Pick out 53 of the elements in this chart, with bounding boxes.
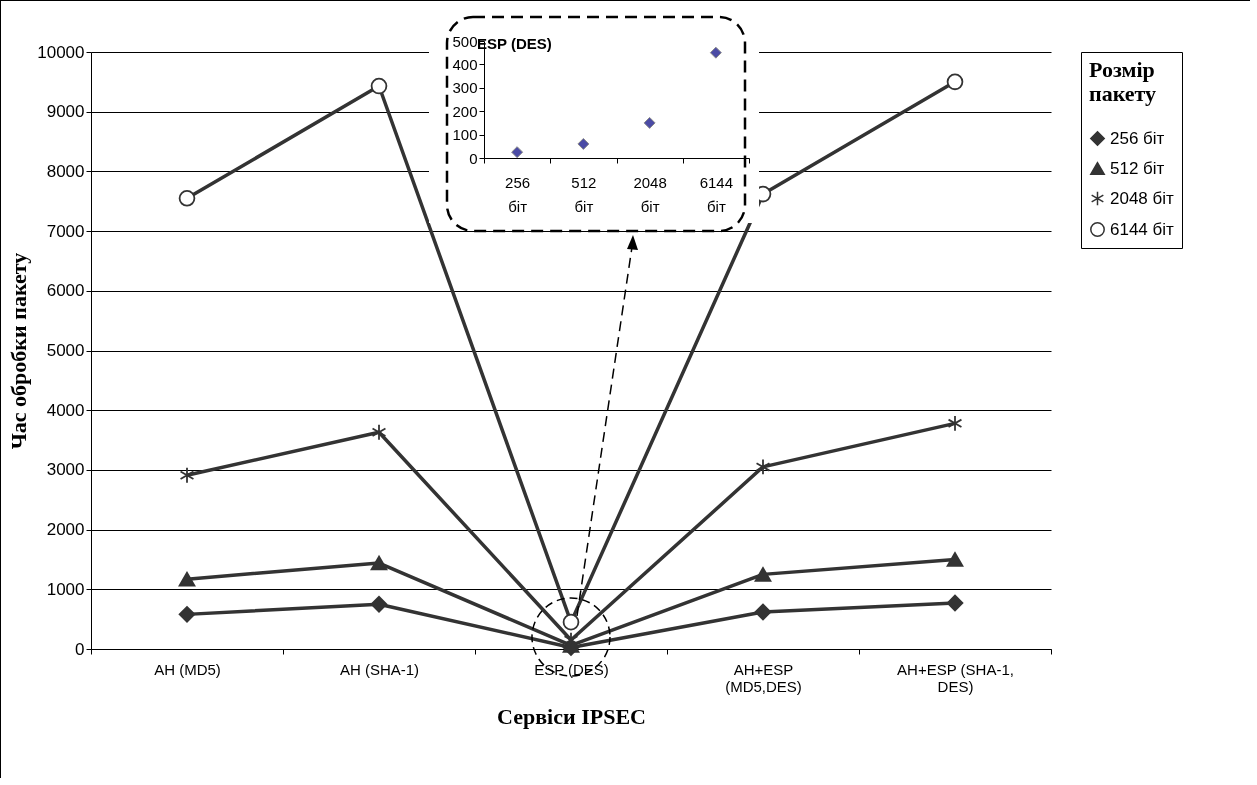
point [511,146,524,159]
point [178,189,196,207]
x-tick-label: AH (SHA-1) [339,660,420,678]
point [709,46,722,59]
point [562,613,580,631]
y-tick-label: 400 [452,55,478,73]
point [947,415,963,432]
y-tick-label: 10000 [37,42,85,62]
x-tick-label: ESP (DES) [534,660,609,678]
x-tick-label: 256 біт [505,173,531,215]
point [754,567,772,582]
y-tick-label: 2000 [46,520,85,540]
y-tick-label: 8000 [46,161,85,181]
y-tick-label: 0 [469,149,478,167]
point [178,606,196,623]
legend-label: 256 біт [1110,128,1165,148]
point [371,423,387,441]
x-tick-label: AH+ESP (SHA-1, DES) [897,660,1014,695]
y-tick-label: 7000 [46,221,85,241]
legend-label: 512 біт [1110,158,1165,178]
chart-title: ESP (DES) [476,35,552,52]
y-tick-label: 5000 [46,341,85,360]
y-tick-label: 300 [452,79,478,97]
y-tick-label: 9000 [46,102,85,122]
point [178,571,196,587]
y-tick-label: 200 [452,102,478,120]
point [755,458,771,476]
y-tick-label: 3000 [46,460,85,480]
y-tick-label: 500 [452,32,478,50]
x-axis-title: Сервіси IPSEC [497,703,646,729]
point [643,116,656,129]
point [370,595,388,613]
point [179,466,195,484]
y-tick-label: 0 [75,639,85,659]
x-tick-label: 512 біт [571,173,597,215]
x-tick-label: 6144 біт [699,173,734,215]
legend-title: Розмір пакету [1089,57,1157,106]
point [370,77,388,95]
legend-label: 6144 біт [1110,219,1175,239]
x-tick-label: AH+ESP (MD5,DES) [725,660,802,695]
x-tick-label: AH (MD5) [154,660,221,678]
point [370,555,388,571]
point [577,137,590,150]
y-tick-label: 100 [452,126,478,144]
y-axis-title: Час обробки пакету [6,252,32,450]
point [946,73,964,91]
point [946,594,964,612]
x-tick-label: 2048 біт [633,173,667,215]
point [946,552,964,567]
point [754,603,772,621]
y-tick-label: 1000 [46,579,85,599]
y-tick-label: 4000 [46,400,85,420]
y-tick-label: 6000 [46,281,85,301]
